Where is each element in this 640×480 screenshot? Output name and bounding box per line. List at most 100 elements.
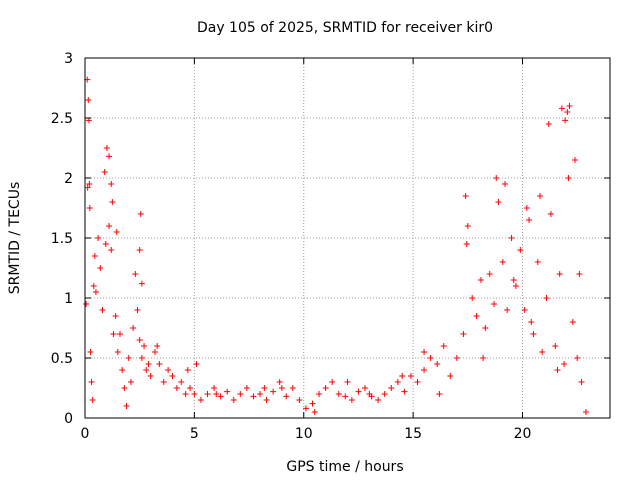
data-point xyxy=(460,331,467,337)
x-axis-label: GPS time / hours xyxy=(286,459,403,475)
data-point xyxy=(414,379,421,385)
data-point xyxy=(510,277,517,283)
data-point xyxy=(103,145,110,151)
data-point xyxy=(237,391,244,397)
x-tick-label: 0 xyxy=(81,426,90,442)
data-point xyxy=(278,385,285,391)
y-tick-label: 1 xyxy=(64,291,73,307)
data-point xyxy=(399,373,406,379)
data-point xyxy=(160,379,167,385)
data-point xyxy=(469,295,476,301)
data-point xyxy=(296,397,303,403)
data-point xyxy=(114,349,121,355)
data-point xyxy=(462,193,469,199)
data-point xyxy=(95,235,102,241)
data-point xyxy=(90,283,97,289)
data-point xyxy=(193,361,200,367)
data-point xyxy=(477,277,484,283)
data-point xyxy=(102,241,109,247)
data-point xyxy=(552,343,559,349)
data-point xyxy=(213,391,220,397)
data-point xyxy=(537,193,543,199)
data-point xyxy=(182,391,189,397)
data-point xyxy=(224,388,231,395)
data-point xyxy=(463,241,470,247)
data-point xyxy=(141,343,148,349)
data-point xyxy=(545,121,552,127)
data-point xyxy=(427,355,434,361)
data-point xyxy=(523,205,530,211)
data-point xyxy=(289,385,296,391)
y-tick-label: 0 xyxy=(64,411,73,427)
data-point xyxy=(165,367,172,373)
data-point xyxy=(91,253,98,259)
data-point xyxy=(145,361,152,367)
data-point xyxy=(316,391,323,397)
data-point xyxy=(137,211,144,217)
data-point xyxy=(108,247,115,253)
data-point xyxy=(578,379,585,385)
data-point xyxy=(309,400,316,407)
data-point xyxy=(436,391,443,397)
y-axis-label: SRMTID / TECUs xyxy=(7,182,23,295)
data-point xyxy=(486,271,493,277)
data-point xyxy=(86,205,93,211)
data-point xyxy=(191,391,198,397)
data-point xyxy=(344,379,351,385)
data-point xyxy=(499,259,506,265)
data-point xyxy=(495,199,502,205)
data-point xyxy=(421,367,428,373)
data-point xyxy=(355,388,362,395)
data-point xyxy=(564,109,571,115)
data-point xyxy=(530,331,537,337)
y-tick-label: 1.5 xyxy=(51,231,73,247)
data-point xyxy=(375,397,382,403)
data-point xyxy=(434,361,441,367)
data-point xyxy=(99,307,106,313)
data-point xyxy=(508,235,515,241)
data-point xyxy=(556,271,563,277)
data-point xyxy=(89,397,96,403)
data-point xyxy=(407,373,414,379)
data-point xyxy=(169,373,176,379)
data-point xyxy=(348,397,355,403)
data-point xyxy=(543,295,550,301)
data-point xyxy=(83,301,90,307)
data-point xyxy=(263,397,270,403)
data-point xyxy=(86,181,93,187)
data-point xyxy=(138,280,145,287)
data-point xyxy=(302,405,309,412)
data-point xyxy=(84,184,91,191)
y-tick-label: 2 xyxy=(64,171,73,187)
data-point xyxy=(110,331,117,337)
data-point xyxy=(85,97,92,103)
data-point xyxy=(335,391,342,397)
data-point xyxy=(512,283,519,289)
x-tick-label: 20 xyxy=(514,426,532,442)
data-point xyxy=(342,393,349,400)
data-point xyxy=(394,379,401,385)
data-point xyxy=(526,217,533,223)
axis-ticks: 0 5 10 15 20 0 0.5 1 1.5 2 2.5 3 xyxy=(51,51,610,442)
data-point xyxy=(493,175,500,181)
data-point xyxy=(101,169,108,175)
y-tick-label: 2.5 xyxy=(51,111,73,127)
data-point xyxy=(154,343,161,349)
data-point xyxy=(565,175,572,181)
data-point xyxy=(112,313,119,319)
data-point xyxy=(123,403,130,409)
data-point xyxy=(561,361,568,367)
data-point xyxy=(480,355,487,361)
data-point xyxy=(117,331,123,337)
y-tick-label: 0.5 xyxy=(51,351,73,367)
data-point xyxy=(572,157,578,163)
data-point xyxy=(184,367,191,373)
data-point xyxy=(125,355,132,361)
data-point xyxy=(187,385,193,391)
data-point xyxy=(132,271,139,277)
data-point xyxy=(152,349,158,355)
data-point xyxy=(243,385,250,391)
data-point xyxy=(311,409,318,415)
data-point xyxy=(87,349,94,355)
data-point xyxy=(217,393,224,400)
